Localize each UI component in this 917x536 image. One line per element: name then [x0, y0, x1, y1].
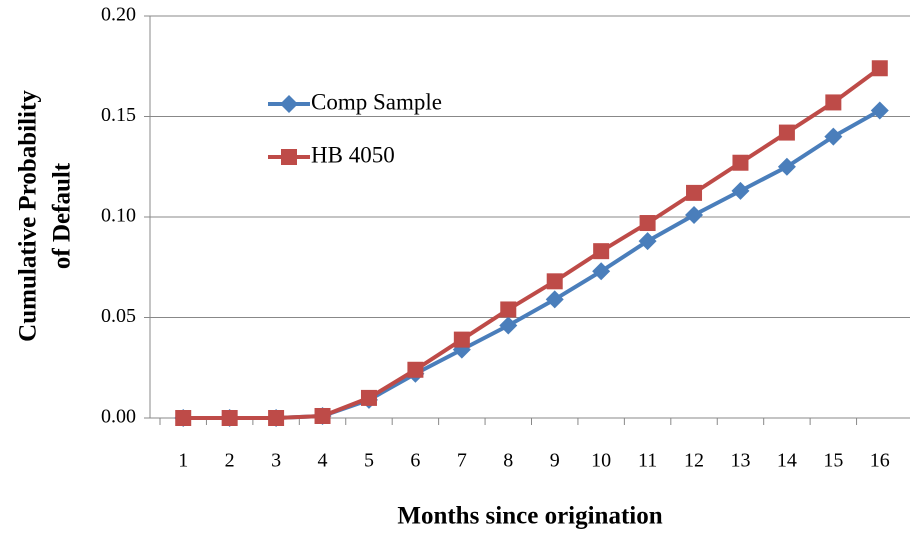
y-tick-label: 0.00 [101, 406, 136, 428]
x-tick-label: 1 [178, 450, 188, 472]
point [545, 290, 564, 309]
x-tick-label: 5 [364, 450, 374, 472]
x-tick-label: 13 [730, 450, 750, 472]
x-tick-label: 14 [777, 450, 797, 472]
y-axis-title: Cumulative Probability of Default [15, 90, 76, 342]
legend-marker [281, 149, 297, 165]
series-line [183, 66, 881, 420]
x-tick-label: 10 [591, 450, 611, 472]
point [731, 181, 750, 200]
point [870, 101, 889, 120]
point [593, 243, 610, 260]
point [407, 361, 424, 378]
point [221, 410, 238, 426]
legend-text: Comp Sample [311, 89, 442, 114]
x-tick-label: 15 [823, 450, 843, 472]
x-tick-label: 4 [318, 450, 328, 472]
point [453, 331, 470, 348]
point [360, 389, 377, 406]
point [500, 301, 517, 318]
y-tick-label: 0.15 [101, 104, 136, 126]
point [175, 410, 192, 426]
point [825, 94, 842, 111]
point [685, 205, 704, 224]
point [592, 262, 611, 281]
point [778, 124, 795, 141]
y-tick-label: 0.05 [101, 305, 136, 327]
point [824, 127, 843, 146]
point [639, 215, 656, 232]
y-axis-title-line: of Default [49, 162, 76, 269]
point [546, 273, 563, 290]
point [638, 232, 657, 251]
x-tick-label: 7 [457, 450, 467, 472]
point [871, 60, 888, 77]
y-tick-label: 0.20 [101, 4, 136, 26]
y-axis-title-line: Cumulative Probability [15, 90, 42, 342]
point [268, 410, 285, 426]
x-axis-title: Months since origination [397, 503, 662, 530]
point [314, 407, 331, 424]
x-tick-label: 3 [271, 450, 281, 472]
x-tick-label: 2 [225, 450, 235, 472]
x-tick-label: 16 [870, 450, 890, 472]
x-tick-label: 12 [684, 450, 704, 472]
legend-marker [280, 95, 298, 113]
x-tick-label: 8 [503, 450, 513, 472]
point [499, 316, 518, 335]
point [777, 157, 796, 176]
x-tick-label: 9 [550, 450, 560, 472]
point [732, 154, 749, 171]
point [686, 184, 703, 201]
y-tick-label: 0.10 [101, 205, 136, 227]
x-tick-label: 11 [638, 450, 657, 472]
x-tick-label: 6 [410, 450, 420, 472]
legend-text: HB 4050 [311, 142, 395, 167]
